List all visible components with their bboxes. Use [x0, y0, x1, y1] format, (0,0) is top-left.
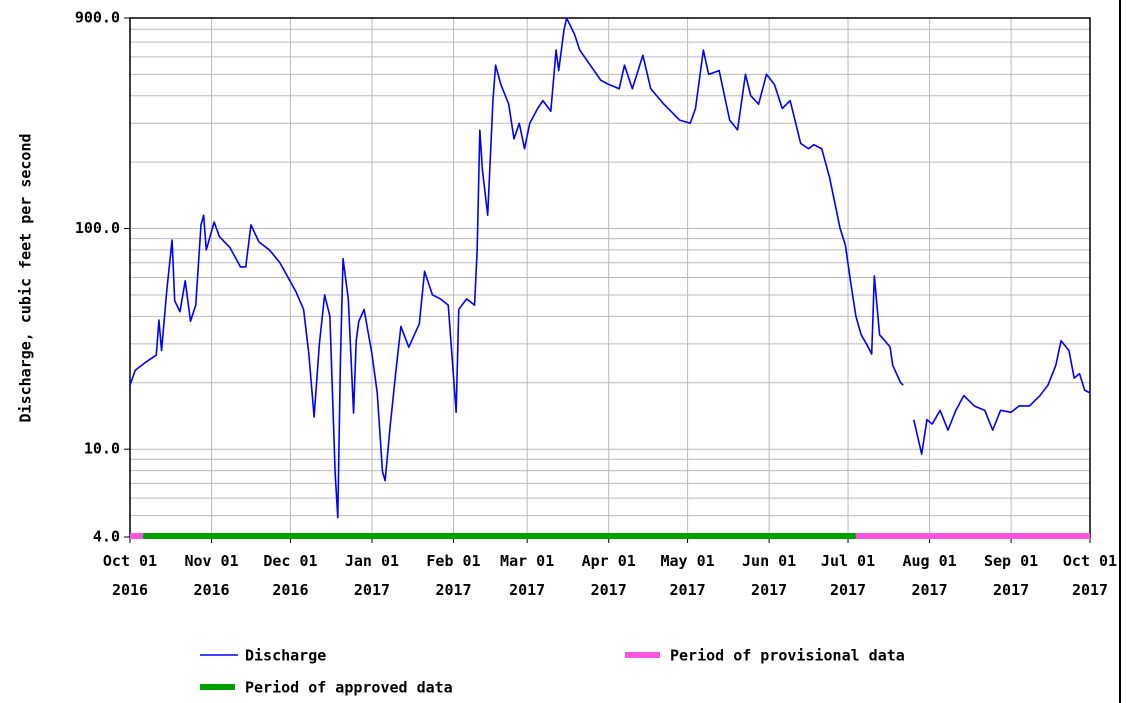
x-tick-label: 2017 [670, 581, 706, 599]
x-tick-label: Aug 01 [902, 552, 956, 570]
x-tick-label: May 01 [660, 552, 714, 570]
x-tick-label: Oct 01 [1063, 552, 1117, 570]
x-tick-label: 2016 [112, 581, 148, 599]
x-tick-label: Sep 01 [984, 552, 1038, 570]
x-tick-label: Feb 01 [426, 552, 480, 570]
x-tick-label: Jan 01 [345, 552, 399, 570]
y-tick-label: 10.0 [84, 440, 120, 458]
y-axis-label: Discharge, cubic feet per second [17, 134, 35, 423]
y-tick-label: 4.0 [93, 528, 120, 546]
x-tick-label: 2017 [993, 581, 1029, 599]
legend-label: Discharge [245, 647, 326, 665]
discharge-line [913, 339, 1091, 455]
x-tick-label: 2017 [1072, 581, 1108, 599]
x-tick-label: 2017 [751, 581, 787, 599]
x-tick-label: 2017 [830, 581, 866, 599]
legend-label: Period of approved data [245, 679, 453, 697]
x-tick-label: Nov 01 [184, 552, 238, 570]
x-tick-label: Oct 01 [103, 552, 157, 570]
x-tick-label: 2017 [911, 581, 947, 599]
x-tick-label: Apr 01 [582, 552, 636, 570]
y-tick-label: 100.0 [75, 219, 120, 237]
x-tick-label: 2017 [435, 581, 471, 599]
discharge-line [129, 17, 904, 519]
x-tick-label: Jul 01 [821, 552, 875, 570]
x-tick-label: 2017 [509, 581, 545, 599]
x-tick-label: Jun 01 [742, 552, 796, 570]
x-tick-label: 2017 [354, 581, 390, 599]
x-tick-label: 2016 [272, 581, 308, 599]
y-tick-label: 900.0 [75, 9, 120, 27]
x-tick-label: Mar 01 [500, 552, 554, 570]
x-tick-label: 2016 [193, 581, 229, 599]
legend-label: Period of provisional data [670, 647, 905, 665]
x-tick-label: 2017 [591, 581, 627, 599]
x-tick-label: Dec 01 [263, 552, 317, 570]
